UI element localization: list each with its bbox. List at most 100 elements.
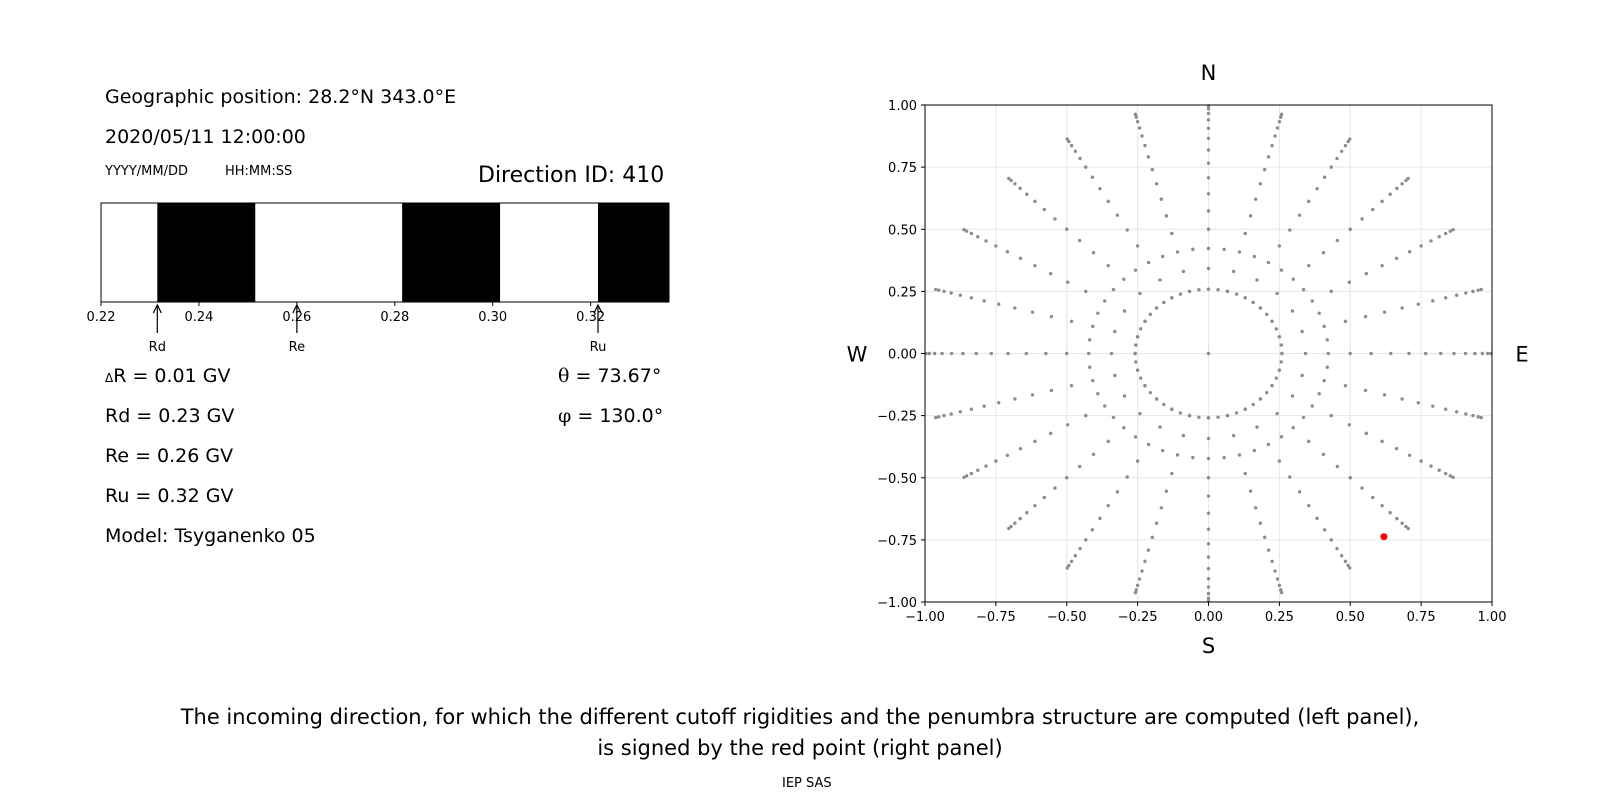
direction-point	[1431, 299, 1435, 303]
x-tick-label: 0.75	[1407, 610, 1436, 625]
caption: The incoming direction, for which the di…	[0, 702, 1600, 764]
direction-point	[1206, 266, 1211, 271]
direction-point	[1273, 134, 1277, 138]
direction-point	[1135, 368, 1140, 372]
direction-point	[1473, 351, 1477, 356]
direction-point	[1485, 351, 1490, 356]
direction-point	[1006, 351, 1010, 356]
direction-point	[1258, 521, 1263, 525]
x-tick-label: −0.75	[976, 610, 1016, 625]
direction-point	[1115, 490, 1120, 494]
direction-point	[958, 293, 963, 297]
direction-point	[1429, 464, 1433, 468]
direction-point	[1065, 566, 1069, 570]
direction-point	[1187, 289, 1192, 294]
direction-point	[1007, 526, 1011, 531]
direction-point	[1394, 446, 1399, 451]
direction-point	[1225, 289, 1230, 294]
direction-point	[1187, 413, 1192, 418]
direction-point	[1237, 250, 1242, 254]
direction-point	[1382, 310, 1387, 314]
direction-point	[1033, 503, 1037, 508]
direction-point	[1148, 312, 1152, 317]
direction-point	[1360, 486, 1364, 490]
direction-point	[1388, 192, 1392, 196]
direction-point	[1090, 528, 1095, 532]
direction-point	[1234, 292, 1239, 296]
direction-point	[1364, 271, 1369, 276]
direction-point	[1065, 423, 1070, 427]
direction-point	[942, 413, 946, 418]
direction-point	[1111, 415, 1116, 420]
direction-point	[1206, 456, 1211, 461]
x-tick-label: −1.00	[905, 610, 945, 625]
direction-point	[1160, 448, 1165, 453]
direction-point	[1443, 471, 1448, 476]
y-tick-label: 0.50	[888, 223, 917, 238]
direction-point	[1078, 156, 1082, 161]
direction-point	[1343, 143, 1348, 148]
direction-point	[1326, 351, 1331, 356]
direction-point	[962, 228, 966, 232]
direction-point	[1346, 139, 1350, 144]
direction-point	[1464, 291, 1468, 295]
y-tick-label: 0.75	[888, 161, 917, 176]
compass-north-label: N	[1201, 61, 1217, 85]
direction-point	[1307, 503, 1311, 508]
direction-point	[1389, 351, 1393, 356]
direction-point	[1077, 464, 1082, 469]
direction-point	[1454, 410, 1459, 414]
direction-point	[1280, 351, 1284, 356]
direction-point	[1134, 360, 1138, 364]
direction-point	[1251, 300, 1255, 305]
direction-point	[1243, 471, 1247, 476]
direction-point	[1307, 263, 1311, 268]
direction-point	[1279, 112, 1284, 117]
direction-point	[1018, 256, 1023, 261]
direction-point	[1291, 426, 1295, 430]
direction-point	[932, 351, 937, 356]
direction-point	[1206, 227, 1211, 231]
direction-point	[994, 459, 998, 463]
direction-point	[1096, 311, 1100, 316]
direction-point	[1301, 415, 1306, 420]
direction-point	[1360, 217, 1364, 221]
direction-point	[1073, 554, 1077, 558]
direction-point	[1275, 577, 1280, 581]
direction-point	[1265, 312, 1269, 317]
direction-point	[1279, 588, 1283, 592]
direction-point	[1206, 577, 1211, 581]
direction-point	[1103, 299, 1107, 303]
direction-point	[1274, 327, 1278, 331]
direction-point	[1322, 528, 1327, 532]
direction-point	[1018, 186, 1022, 191]
direction-point	[1206, 591, 1211, 596]
direction-point	[994, 244, 998, 248]
direction-point	[1273, 569, 1277, 573]
direction-point	[984, 239, 988, 243]
re-text: Re = 0.26 GV	[105, 445, 234, 467]
direction-point	[1471, 413, 1475, 418]
direction-point	[1317, 391, 1321, 396]
direction-point	[1454, 293, 1459, 297]
direction-point	[1251, 402, 1255, 407]
direction-point	[969, 296, 974, 300]
direction-point	[1406, 176, 1410, 181]
x-tick-label: 0.25	[1265, 610, 1294, 625]
phi-text: φ = 130.0°	[558, 405, 663, 427]
direction-point	[1464, 412, 1468, 416]
direction-point	[1315, 516, 1319, 521]
direction-point	[1216, 288, 1220, 292]
direction-point	[1255, 278, 1259, 282]
y-tick-label: −0.75	[877, 534, 917, 549]
direction-point	[1369, 351, 1373, 356]
direction-point	[1270, 143, 1274, 148]
direction-point	[1138, 291, 1142, 296]
direction-point	[1175, 453, 1180, 457]
direction-point	[1206, 111, 1211, 116]
direction-point	[1084, 289, 1088, 294]
direction-point	[1084, 538, 1088, 542]
direction-point	[965, 474, 969, 478]
direction-point	[1206, 136, 1211, 140]
